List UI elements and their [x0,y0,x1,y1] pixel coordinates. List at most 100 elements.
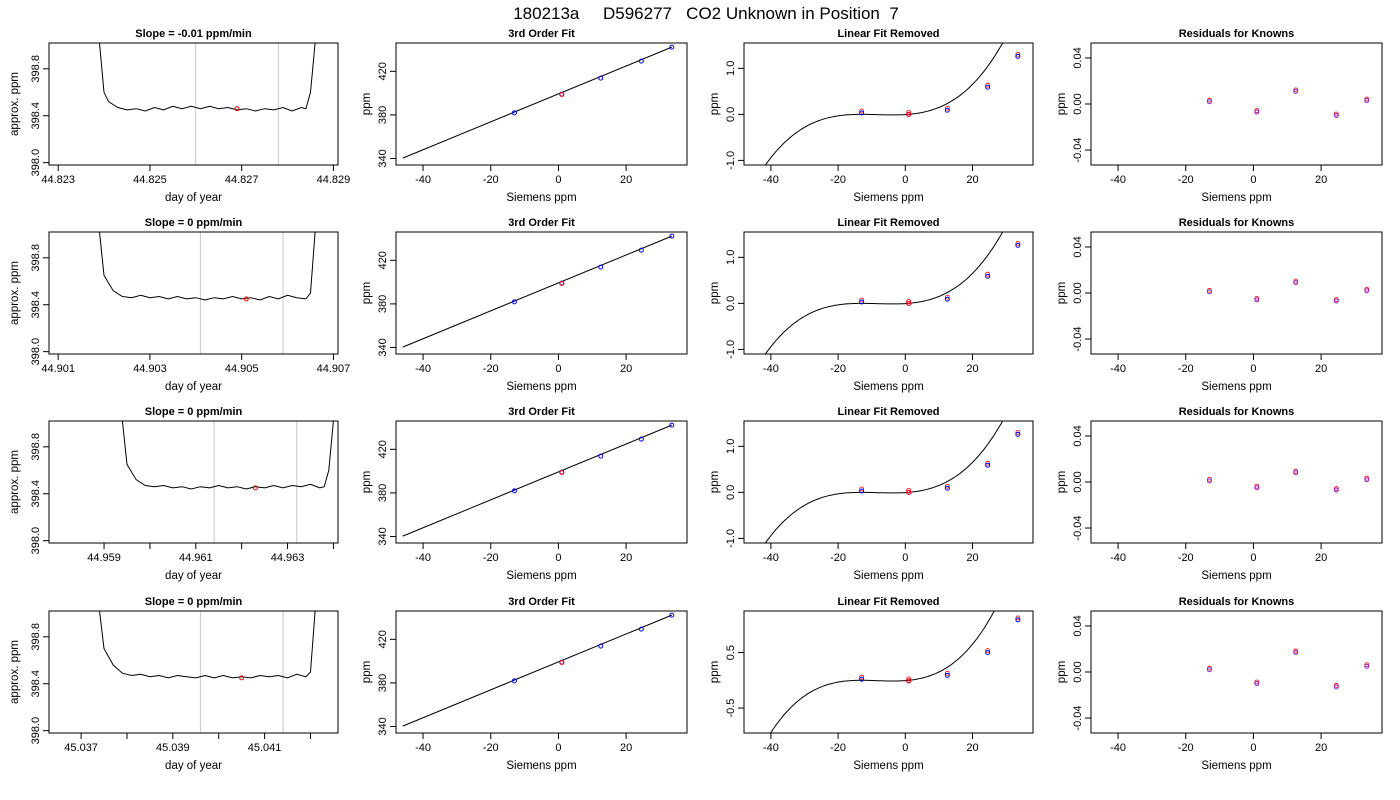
known-standard-point [598,75,604,81]
unknown-sample-point [906,678,912,684]
cubic-curve [764,43,1004,165]
x-axis-label: day of year [165,381,222,393]
residual-point [1293,88,1299,94]
y-tick-label: 340 [377,338,389,356]
x-tick-label: 0 [902,363,908,375]
panel-title: Linear Fit Removed [837,28,939,40]
known-standard-point [669,44,675,50]
panel-resid: Linear Fit Removed Siemens ppm ppm -40 -20 0 2… [709,28,1034,204]
known-standard-point [1015,431,1021,437]
y-tick-label: 420 [377,440,389,458]
residual-point [1254,109,1260,115]
y-tick-label: 0.04 [1072,236,1084,257]
unknown-sample-point [906,489,912,495]
x-tick-label: 0 [555,552,561,564]
plot-area [402,44,675,159]
x-tick-label: -40 [1110,363,1126,375]
known-standard-point [985,650,991,656]
y-tick-label: -1.0 [725,529,737,548]
y-axis-label: ppm [1056,93,1068,115]
known-standard-point-red [1015,51,1021,57]
y-tick-label: 340 [377,717,389,735]
plot-area [764,43,1021,165]
panel-title: Linear Fit Removed [837,406,939,418]
x-tick-label: 44.823 [41,174,75,186]
panel-title: 3rd Order Fit [508,217,575,229]
x-axis-label: Siemens ppm [506,570,576,582]
known-standard-point-red [906,109,912,115]
panel-title: Residuals for Knowns [1179,406,1295,418]
plot-area [99,43,316,165]
x-axis-label: Siemens ppm [1201,570,1271,582]
residual-point [1333,487,1339,493]
y-tick-label: 398.4 [30,291,42,319]
plot-frame [743,42,1034,166]
residual-point [1364,288,1370,294]
x-tick-label: -40 [415,363,431,375]
x-tick-label: 0 [555,363,561,375]
plot-frame [1090,231,1383,355]
y-axis-label: ppm [361,93,373,115]
x-tick-label: -20 [1178,363,1194,375]
x-tick-label: 20 [1315,363,1327,375]
plot-frame [1090,610,1383,734]
panel-resid: Linear Fit Removed Siemens ppm ppm -40 -20 0 2… [709,596,1034,772]
known-standard-point-red [1015,429,1021,435]
x-tick-label: -20 [830,174,846,186]
residual-point [1254,297,1260,303]
panel-time: Slope = 0 ppm/min day of year approx. ppm 4… [9,406,339,582]
y-axis-label: approx. ppm [9,640,21,704]
y-tick-label: 398.0 [30,149,42,177]
plot-frame [395,42,688,166]
known-standard-point [598,643,604,649]
unknown-sample-point [559,660,565,666]
known-standard-point-red [944,294,950,300]
panel-time: Slope = 0 ppm/min day of year approx. ppm 4… [9,596,339,772]
panel-title: Residuals for Knowns [1179,217,1295,229]
y-axis-label: ppm [361,282,373,304]
y-tick-label: -0.04 [1072,515,1084,540]
plot-area [402,612,675,727]
y-tick-label: -0.04 [1072,137,1084,162]
sample-mean-point [239,675,245,681]
plot-frame [48,231,339,355]
y-tick-label: 0.04 [1072,425,1084,446]
y-tick-label: 340 [377,527,389,545]
x-tick-label: -20 [1178,742,1194,754]
y-tick-label: -0.5 [725,699,737,718]
x-axis-label: Siemens ppm [1201,192,1271,204]
y-tick-label: 380 [377,106,389,124]
known-standard-point [511,678,517,684]
known-standard-point [669,612,675,618]
plot-frame [48,610,339,734]
y-axis-label: ppm [361,471,373,493]
known-standard-point [859,299,865,305]
x-tick-label: 45.037 [64,742,98,754]
residual-point [1293,649,1299,655]
panel-resid: Linear Fit Removed Siemens ppm ppm -40 -20 0 2… [709,217,1034,393]
plot-area [402,233,675,348]
plot-frame [48,42,339,166]
y-tick-label: 398.4 [30,102,42,130]
residual-point [1206,289,1212,295]
known-standard-point-red [985,460,991,466]
residual-point [1254,485,1260,491]
y-tick-label: -1.0 [725,151,737,170]
x-tick-label: 20 [966,552,978,564]
fit-line [402,46,672,159]
panel-title: 3rd Order Fit [508,406,575,418]
x-tick-label: -20 [483,742,499,754]
known-standard-point-red [859,486,865,492]
y-tick-label: 0.00 [1072,282,1084,303]
plot-frame [743,420,1034,544]
panel-title: Slope = 0 ppm/min [145,406,243,418]
known-standard-point [859,488,865,494]
y-tick-label: 398.8 [30,244,42,272]
x-tick-label: 20 [1315,552,1327,564]
panel-title: 3rd Order Fit [508,28,575,40]
x-tick-label: 44.829 [317,174,351,186]
plot-frame [395,610,688,734]
known-standard-point [669,233,675,239]
x-tick-label: 44.963 [271,552,305,564]
